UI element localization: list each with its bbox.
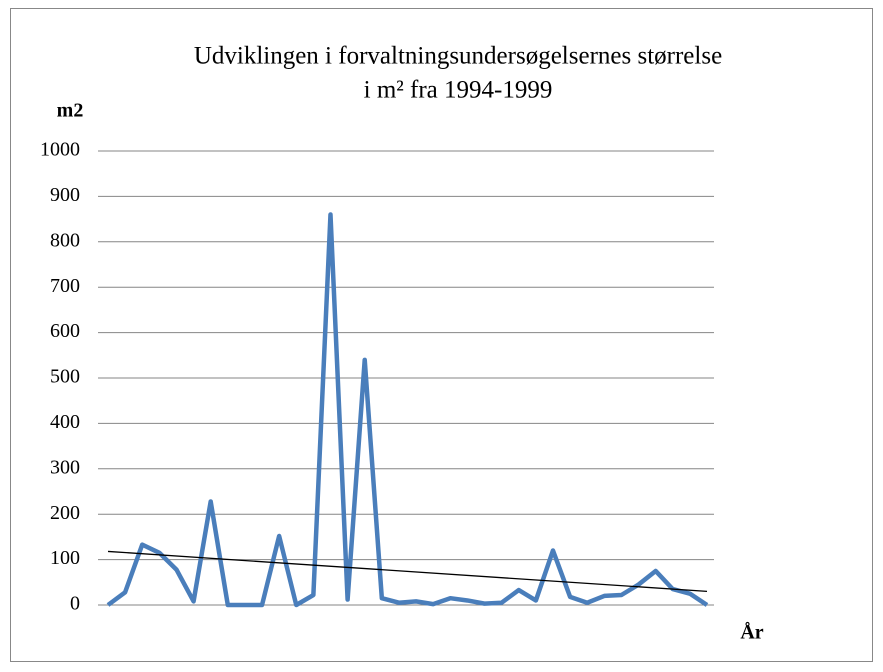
y-tick-label: 400 (50, 411, 80, 433)
x-axis-label: År (740, 621, 763, 644)
y-tick-label: 700 (50, 275, 80, 297)
chart-title: Udviklingen i forvaltningsundersøgelsern… (194, 43, 722, 70)
y-tick-label: 500 (50, 366, 80, 388)
y-axis-label: m2 (57, 100, 84, 122)
y-tick-label: 300 (50, 456, 80, 478)
y-tick-label: 100 (50, 547, 80, 569)
y-tick-label: 900 (50, 184, 80, 206)
trend-line (107, 550, 708, 593)
data-line (106, 212, 709, 608)
chart-border (10, 8, 873, 662)
y-tick-label: 800 (50, 229, 80, 251)
y-tick-label: 0 (70, 593, 80, 615)
y-tick-label: 1000 (40, 139, 80, 161)
y-tick-label: 600 (50, 320, 80, 342)
chart-title: i m² fra 1994-1999 (364, 77, 553, 104)
y-tick-label: 200 (50, 502, 80, 524)
